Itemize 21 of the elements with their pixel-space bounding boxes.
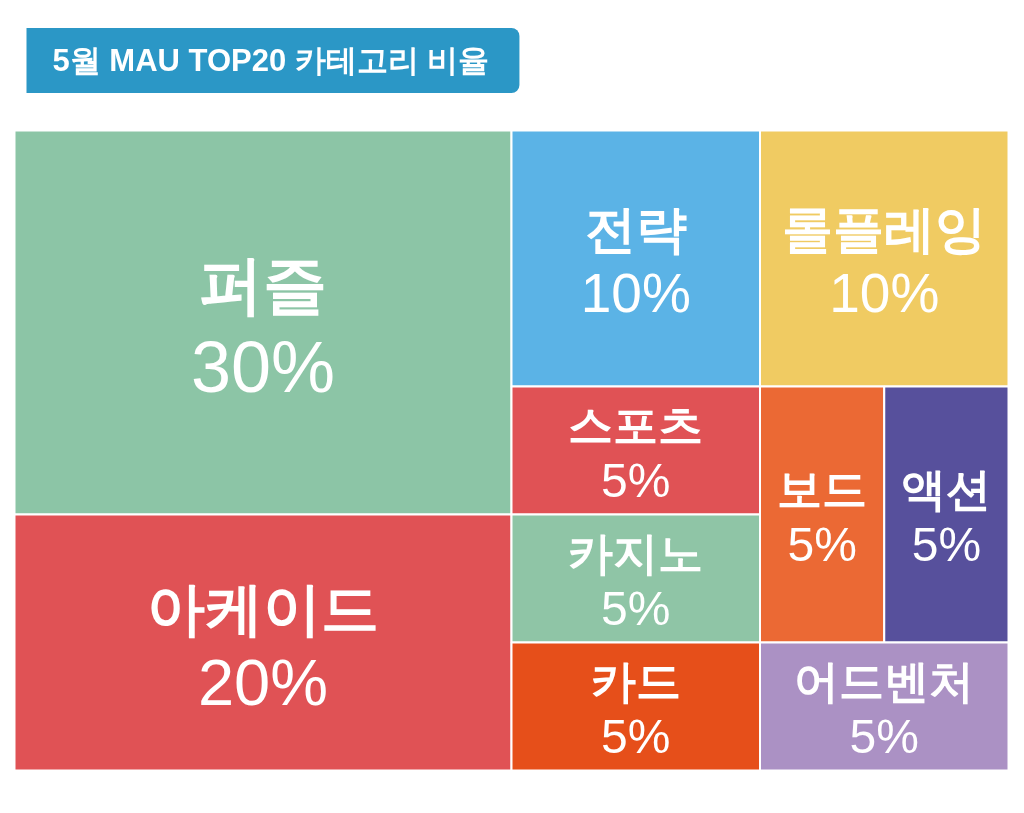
data-label: 10% — [829, 261, 940, 324]
category-label: 카드 — [590, 656, 681, 708]
data-label: 10% — [580, 261, 691, 324]
data-label: 5% — [911, 517, 982, 571]
category-label: 액션 — [901, 464, 992, 516]
data-label: 5% — [787, 517, 857, 571]
category-label: 퍼즐 — [199, 249, 327, 322]
data-label: 5% — [849, 709, 919, 763]
category-label: 스포츠 — [568, 400, 704, 452]
data-label: 5% — [601, 709, 671, 763]
category-label: 보드 — [777, 464, 868, 516]
category-label: 아케이드 — [147, 576, 379, 642]
category-label: 카지노 — [568, 528, 704, 580]
category-label: 전략 — [584, 201, 687, 259]
data-label: 30% — [190, 327, 336, 408]
data-label: 5% — [601, 453, 671, 507]
category-label: 어드벤처 — [794, 656, 975, 708]
text: 5월 MAU TOP20 카테고리 비율 — [52, 43, 490, 78]
data-label: 20% — [197, 646, 329, 720]
category-label: 롤플레잉 — [782, 201, 987, 259]
data-label: 5% — [601, 581, 671, 635]
